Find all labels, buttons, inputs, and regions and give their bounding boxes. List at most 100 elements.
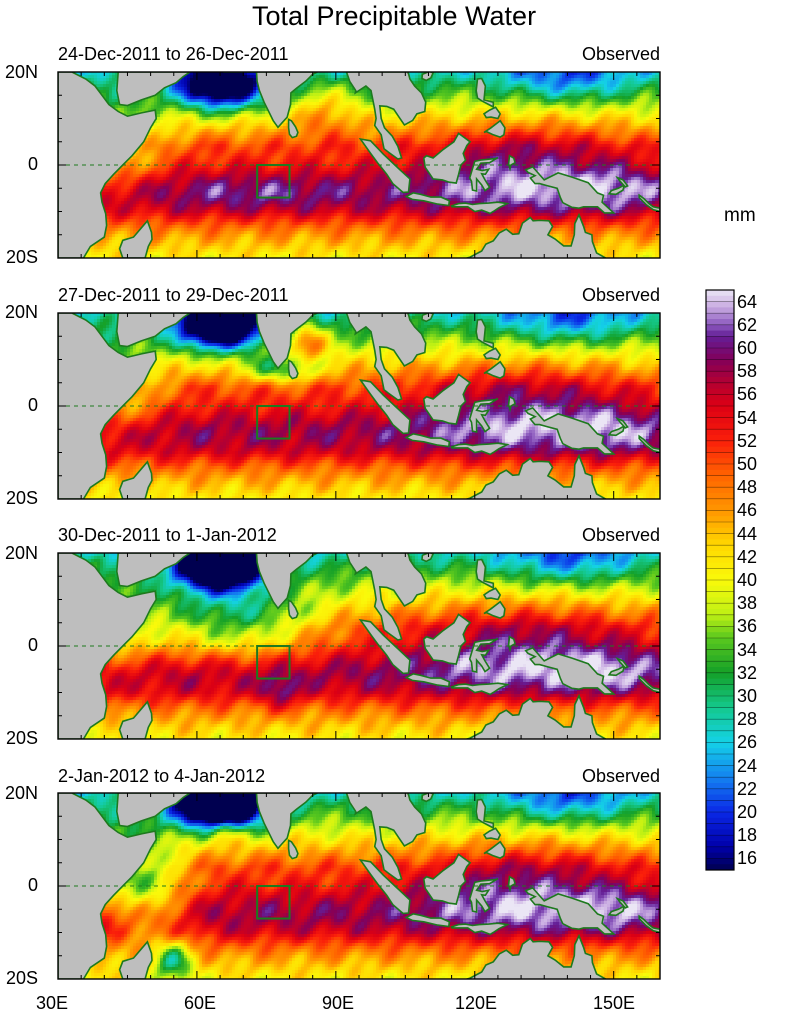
colorbar-label: 30	[737, 686, 757, 706]
landmass-2-9	[468, 397, 499, 433]
colorbar-bin	[706, 620, 734, 627]
colorbar-label: 44	[737, 524, 757, 544]
panel-4-date-range: 2-Jan-2012 to 4-Jan-2012	[58, 766, 265, 786]
landmass-2-1	[118, 460, 153, 499]
colorbar-bin	[706, 638, 734, 645]
colorbar-label: 58	[737, 361, 757, 381]
colorbar-bin	[706, 684, 734, 691]
colorbar-label: 34	[737, 640, 757, 660]
colorbar-bin	[706, 759, 734, 766]
colorbar-bin	[706, 330, 734, 337]
panel-4-label: Observed	[582, 766, 660, 786]
colorbar-bin	[706, 736, 734, 743]
landmass-2-5	[345, 313, 427, 401]
panel-4-lat-20s: 20S	[2, 968, 38, 988]
landmass-4-2	[115, 793, 192, 828]
colorbar-label: 46	[737, 500, 757, 520]
colorbar-bin	[706, 336, 734, 343]
panel-1-label: Observed	[582, 44, 660, 64]
landmass-2-2	[115, 313, 192, 348]
landmass-4-22	[615, 896, 629, 909]
landmass-3-21	[638, 674, 660, 694]
colorbar-bin	[706, 527, 734, 534]
colorbar-bin	[706, 522, 734, 529]
landmass-3-16	[507, 635, 517, 653]
colorbar-bin	[706, 319, 734, 326]
colorbar-bin	[706, 452, 734, 459]
colorbar-bin	[706, 481, 734, 488]
lon-label-30e: 30E	[22, 993, 82, 1013]
landmass-2-17	[524, 406, 616, 455]
colorbar-bin	[706, 580, 734, 587]
colorbar-bin	[706, 754, 734, 761]
landmass-4-9	[468, 877, 499, 913]
colorbar-bin	[706, 446, 734, 453]
landmass-4-1	[118, 940, 153, 979]
colorbar-bin	[706, 852, 734, 859]
study-box-3	[256, 645, 291, 680]
panel-2-date-range: 27-Dec-2011 to 29-Dec-2011	[58, 285, 288, 305]
landmass-1-16	[507, 154, 517, 172]
panel-2-lat-20s: 20S	[2, 488, 38, 508]
colorbar-bin	[706, 649, 734, 656]
landmass-1-8	[422, 132, 472, 184]
colorbar-bin	[706, 701, 734, 708]
colorbar-bin	[706, 783, 734, 790]
colorbar-bin	[706, 846, 734, 853]
landmass-3-5	[345, 553, 427, 641]
panel-2-label: Observed	[582, 285, 660, 305]
colorbar-bin	[706, 429, 734, 436]
colorbar-bin	[706, 794, 734, 801]
landmass-4-3	[223, 793, 318, 850]
landmass-3-7	[404, 673, 451, 688]
lon-label-60e: 60E	[170, 993, 230, 1013]
landmass-3-19	[464, 693, 608, 739]
landmass-1-7	[404, 192, 451, 207]
colorbar-bin	[706, 388, 734, 395]
colorbar-bin	[706, 458, 734, 465]
colorbar-bin	[706, 301, 734, 308]
study-box-4	[256, 885, 291, 920]
colorbar-bin	[706, 371, 734, 378]
colorbar-bin	[706, 585, 734, 592]
colorbar-bin	[706, 765, 734, 772]
colorbar-bin	[706, 365, 734, 372]
landmass-4-5	[345, 793, 427, 881]
landmass-2-16	[507, 395, 517, 413]
colorbar-bin	[706, 411, 734, 418]
landmass-2-22	[615, 416, 629, 429]
lon-label-150e: 150E	[584, 993, 644, 1013]
colorbar-bin	[706, 382, 734, 389]
colorbar-bin	[706, 417, 734, 424]
landmass-1-18	[450, 201, 510, 215]
landmass-1-9	[468, 156, 499, 192]
panel-4-lat-20n: 20N	[2, 783, 38, 803]
landmass-3-14	[421, 553, 435, 563]
colorbar-bin	[706, 551, 734, 558]
colorbar-bin	[706, 591, 734, 598]
colorbar-label: 18	[737, 825, 757, 845]
landmass-2-10	[475, 318, 495, 350]
colorbar-bin	[706, 835, 734, 842]
landmass-2-3	[223, 313, 318, 370]
landmass-3-11	[483, 600, 506, 619]
colorbar-bin	[706, 539, 734, 546]
panel-1-date-range: 24-Dec-2011 to 26-Dec-2011	[58, 44, 288, 64]
colorbar-bin	[706, 777, 734, 784]
colorbar-bin	[706, 348, 734, 355]
colorbar-bin	[706, 678, 734, 685]
colorbar-bin	[706, 841, 734, 848]
landmass-4-8	[422, 853, 472, 905]
landmass-1-2	[115, 72, 192, 107]
colorbar-bin	[706, 510, 734, 517]
panel-1-lat-0: 0	[2, 154, 38, 174]
landmass-4-14	[421, 793, 435, 803]
colorbar-bin	[706, 394, 734, 401]
colorbar-bin	[706, 469, 734, 476]
landmass-4-12	[482, 827, 502, 841]
colorbar-bin	[706, 858, 734, 865]
colorbar-bin	[706, 313, 734, 320]
landmass-1-4	[287, 118, 299, 139]
colorbar-bin	[706, 533, 734, 540]
